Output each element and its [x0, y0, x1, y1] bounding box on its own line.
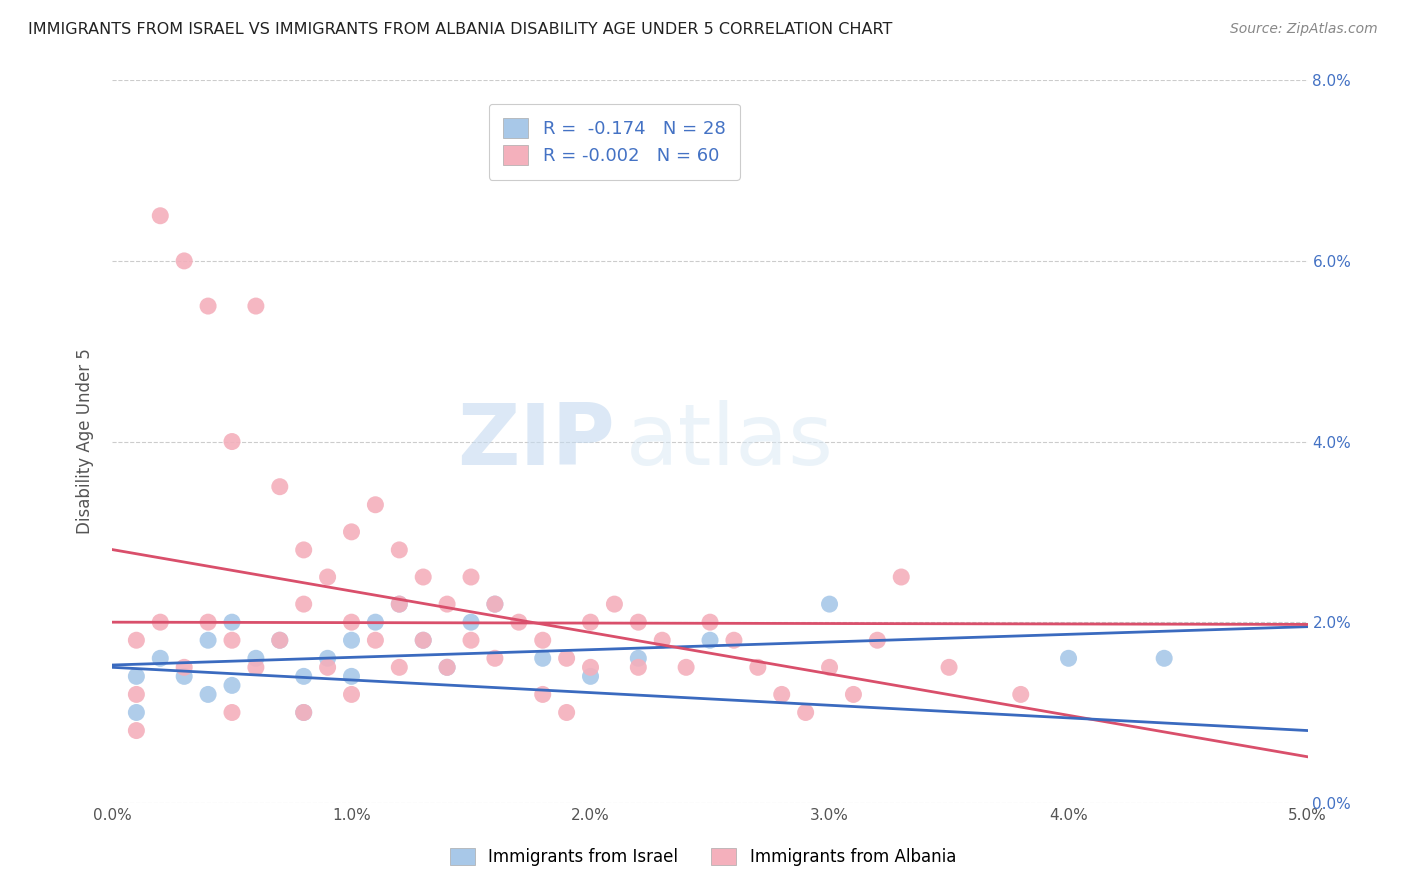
Point [221, 434, 243, 449]
Legend: Immigrants from Israel, Immigrants from Albania: Immigrants from Israel, Immigrants from … [441, 840, 965, 875]
Point [173, 660, 195, 674]
Point [651, 633, 673, 648]
Point [460, 570, 482, 584]
Y-axis label: Disability Age Under 5: Disability Age Under 5 [76, 349, 94, 534]
Point [197, 687, 219, 701]
Point [245, 299, 267, 313]
Point [627, 615, 650, 630]
Point [436, 660, 458, 674]
Point [818, 597, 841, 611]
Point [484, 597, 506, 611]
Point [149, 651, 172, 665]
Point [125, 669, 148, 683]
Point [149, 615, 172, 630]
Point [340, 633, 363, 648]
Point [412, 570, 434, 584]
Point [340, 524, 363, 539]
Point [221, 615, 243, 630]
Point [531, 651, 554, 665]
Point [484, 597, 506, 611]
Point [269, 480, 291, 494]
Point [388, 660, 411, 674]
Point [770, 687, 793, 701]
Point [579, 660, 602, 674]
Point [316, 660, 339, 674]
Point [436, 660, 458, 674]
Point [699, 615, 721, 630]
Point [627, 651, 650, 665]
Point [245, 660, 267, 674]
Point [675, 660, 697, 674]
Point [364, 498, 387, 512]
Text: Source: ZipAtlas.com: Source: ZipAtlas.com [1230, 22, 1378, 37]
Point [388, 597, 411, 611]
Point [197, 615, 219, 630]
Point [388, 542, 411, 557]
Point [340, 669, 363, 683]
Text: atlas: atlas [627, 400, 834, 483]
Point [388, 597, 411, 611]
Point [794, 706, 817, 720]
Point [173, 253, 195, 268]
Point [269, 633, 291, 648]
Point [221, 633, 243, 648]
Point [890, 570, 912, 584]
Point [555, 706, 578, 720]
Point [1057, 651, 1080, 665]
Point [149, 209, 172, 223]
Point [292, 542, 315, 557]
Point [412, 633, 434, 648]
Point [723, 633, 745, 648]
Point [627, 660, 650, 674]
Point [364, 615, 387, 630]
Point [292, 597, 315, 611]
Point [508, 615, 530, 630]
Point [245, 651, 267, 665]
Point [1010, 687, 1032, 701]
Point [292, 669, 315, 683]
Point [818, 660, 841, 674]
Point [364, 633, 387, 648]
Point [531, 687, 554, 701]
Point [316, 651, 339, 665]
Point [221, 678, 243, 692]
Text: ZIP: ZIP [457, 400, 614, 483]
Point [269, 633, 291, 648]
Point [460, 615, 482, 630]
Point [938, 660, 960, 674]
Point [460, 633, 482, 648]
Point [866, 633, 889, 648]
Point [603, 597, 626, 611]
Point [197, 633, 219, 648]
Point [340, 687, 363, 701]
Point [316, 570, 339, 584]
Point [340, 615, 363, 630]
Point [484, 651, 506, 665]
Point [436, 597, 458, 611]
Point [1153, 651, 1175, 665]
Point [555, 651, 578, 665]
Point [197, 299, 219, 313]
Point [842, 687, 865, 701]
Point [125, 723, 148, 738]
Point [125, 687, 148, 701]
Point [579, 615, 602, 630]
Point [173, 669, 195, 683]
Point [747, 660, 769, 674]
Point [292, 706, 315, 720]
Text: IMMIGRANTS FROM ISRAEL VS IMMIGRANTS FROM ALBANIA DISABILITY AGE UNDER 5 CORRELA: IMMIGRANTS FROM ISRAEL VS IMMIGRANTS FRO… [28, 22, 893, 37]
Point [699, 633, 721, 648]
Point [579, 669, 602, 683]
Point [125, 706, 148, 720]
Point [221, 706, 243, 720]
Legend: R =  -0.174   N = 28, R = -0.002   N = 60: R = -0.174 N = 28, R = -0.002 N = 60 [489, 103, 740, 179]
Point [531, 633, 554, 648]
Point [125, 633, 148, 648]
Point [412, 633, 434, 648]
Point [292, 706, 315, 720]
